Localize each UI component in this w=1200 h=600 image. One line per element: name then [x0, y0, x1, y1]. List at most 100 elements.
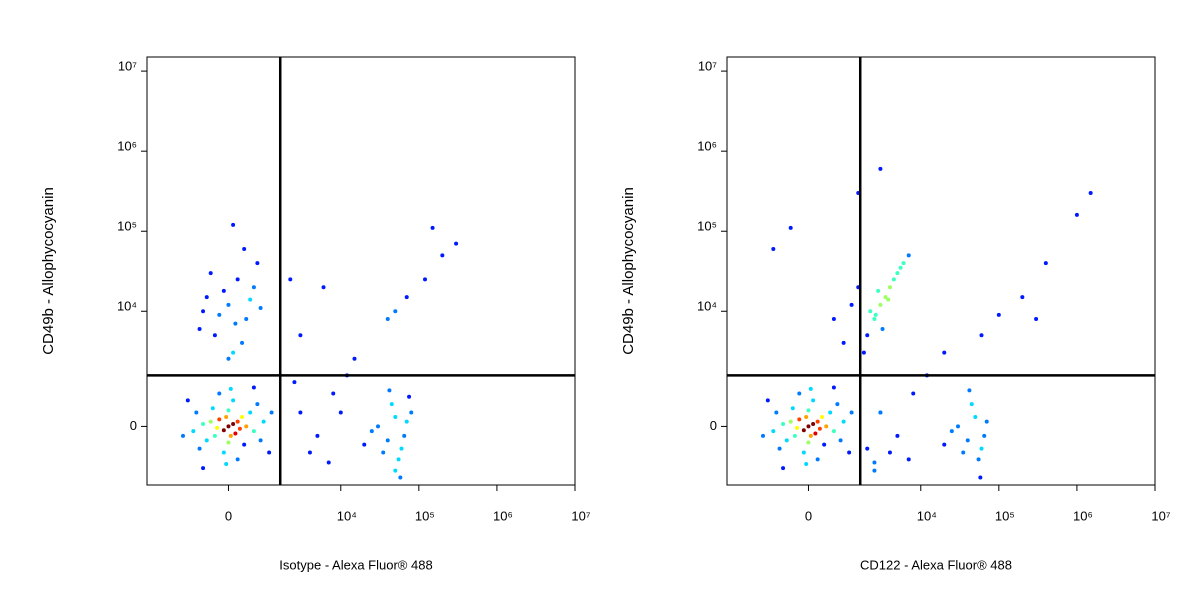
event-dot: [298, 410, 303, 415]
event-dot: [956, 424, 961, 429]
event-dot: [385, 438, 390, 443]
event-dot: [251, 385, 256, 390]
event-dot: [393, 468, 398, 473]
event-dot: [217, 417, 222, 422]
event-dot: [369, 429, 374, 434]
event-dot: [231, 398, 236, 403]
event-dot: [868, 309, 873, 314]
event-dot: [201, 309, 206, 314]
event-dot: [261, 419, 266, 424]
event-dot: [906, 457, 911, 462]
event-dot: [777, 446, 782, 451]
x-tick-label: 10⁷: [571, 508, 590, 523]
event-dot: [235, 457, 240, 462]
plot-frame: [146, 56, 576, 486]
event-dot: [331, 391, 336, 396]
event-dot: [385, 316, 390, 321]
event-dot: [841, 340, 846, 345]
event-dot: [191, 429, 196, 434]
x-tick-label: 10⁵: [995, 508, 1015, 523]
event-dot: [440, 253, 445, 258]
event-dot: [226, 424, 231, 429]
y-tick-label: 0: [130, 418, 137, 433]
event-dot: [235, 277, 240, 282]
event-dot: [326, 460, 331, 465]
event-dot: [362, 442, 367, 447]
event-dot: [393, 309, 398, 314]
y-tick-label: 10⁴: [117, 299, 137, 314]
event-dot: [895, 433, 900, 438]
event-dot: [217, 391, 222, 396]
event-dot: [321, 285, 326, 290]
event-dot: [841, 419, 846, 424]
event-dot: [967, 388, 972, 393]
event-dot: [240, 415, 245, 420]
event-dot: [381, 450, 386, 455]
event-dot: [831, 316, 836, 321]
event-dot: [942, 350, 947, 355]
event-dot: [942, 442, 947, 447]
event-dot: [911, 391, 916, 396]
event-dot: [231, 422, 236, 427]
event-dot: [887, 450, 892, 455]
event-dot: [235, 419, 240, 424]
event-dot: [765, 398, 770, 403]
event-dot: [811, 422, 816, 427]
y-tick-label: 10⁷: [698, 59, 717, 74]
event-dot: [792, 433, 797, 438]
event-dot: [194, 410, 199, 415]
event-dot: [984, 419, 989, 424]
event-dot: [212, 433, 217, 438]
event-dot: [338, 410, 343, 415]
event-dot: [797, 391, 802, 396]
y-tick-label: 10⁶: [117, 139, 137, 154]
x-axis-title: CD122 - Alexa Fluor® 488: [860, 557, 1012, 572]
event-dot: [822, 442, 827, 447]
y-tick-label: 10⁵: [697, 219, 717, 234]
event-dot: [811, 398, 816, 403]
event-dot: [242, 246, 247, 251]
event-dot: [849, 410, 854, 415]
event-dot: [804, 461, 809, 466]
event-dot: [797, 417, 802, 422]
event-dot: [389, 402, 394, 407]
event-dot: [201, 466, 206, 471]
event-dot: [407, 394, 412, 399]
event-dot: [233, 431, 238, 436]
event-dot: [1043, 261, 1048, 266]
event-dot: [399, 446, 404, 451]
event-dot: [224, 461, 229, 466]
event-dot: [847, 450, 852, 455]
event-dot: [801, 450, 806, 455]
event-dot: [861, 350, 866, 355]
event-dot: [226, 440, 231, 445]
event-dot: [1034, 316, 1039, 321]
event-dot: [835, 402, 840, 407]
event-dot: [409, 410, 414, 415]
event-dot: [404, 419, 409, 424]
x-tick-label: 0: [805, 508, 812, 523]
event-dot: [784, 438, 789, 443]
event-dot: [248, 410, 253, 415]
event-dot: [865, 333, 870, 338]
event-dot: [269, 410, 274, 415]
event-dot: [201, 422, 206, 427]
y-tick-label: 10⁷: [118, 59, 137, 74]
event-dot: [978, 475, 983, 480]
event-dot: [402, 433, 407, 438]
event-dot: [872, 468, 877, 473]
event-dot: [806, 440, 811, 445]
event-dot: [288, 277, 293, 282]
event-dot: [240, 340, 245, 345]
y-axis-title: CD49b - Allophycocyanin: [40, 187, 57, 355]
y-tick-label: 10⁶: [697, 139, 717, 154]
event-dot: [1074, 212, 1079, 217]
event-dot: [901, 261, 906, 266]
event-dot: [906, 253, 911, 258]
event-dot: [226, 356, 231, 361]
event-dot: [221, 288, 226, 293]
event-dot: [208, 271, 213, 276]
event-dot: [387, 388, 392, 393]
event-dot: [228, 386, 233, 391]
event-dot: [760, 433, 765, 438]
